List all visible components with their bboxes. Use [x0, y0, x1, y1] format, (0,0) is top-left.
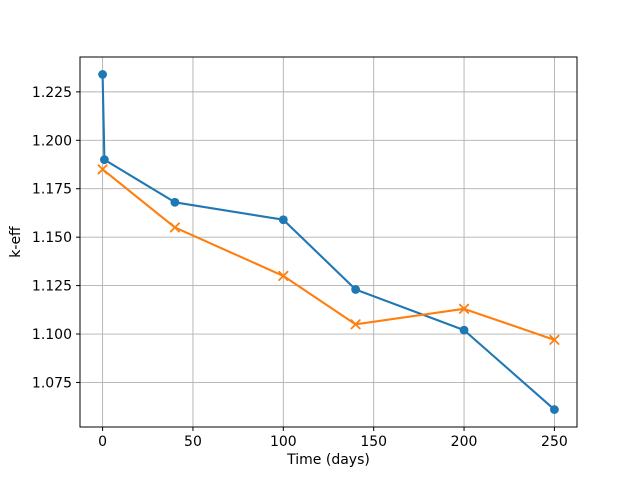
series-1-blue-circles-marker: [550, 405, 559, 414]
series-2-orange-x-marker: [97, 164, 108, 175]
y-tick-label: 1.075: [32, 375, 72, 391]
y-tick-label: 1.175: [32, 182, 72, 198]
series-2-orange-x-marker: [169, 222, 180, 233]
y-tick-label: 1.150: [32, 230, 72, 246]
series-2-orange-x-marker: [278, 270, 289, 282]
x-tick-label: 200: [451, 434, 478, 450]
series-2-orange-x-line: [101, 168, 556, 341]
series-1-blue-circles-marker: [98, 70, 107, 79]
series-2-orange-x-marker: [549, 334, 560, 345]
series-2-orange-x-marker: [350, 319, 361, 330]
y-tick-label: 1.225: [32, 85, 72, 101]
x-axis-label: Time (days): [287, 452, 370, 468]
series-1-blue-circles-marker: [459, 325, 469, 335]
y-tick-label: 1.125: [32, 279, 72, 295]
x-tick-label: 50: [184, 434, 202, 450]
series-2-orange-x-marker: [458, 303, 470, 314]
series-1-blue-circles-marker: [351, 285, 361, 294]
series-1-blue-circles-marker: [170, 197, 180, 207]
y-tick-label: 1.200: [32, 133, 72, 149]
series-1-blue-circles-marker: [99, 155, 109, 165]
series-1-blue-circles-marker: [278, 215, 288, 225]
x-tick-label: 100: [270, 434, 297, 450]
plot-border: [79, 56, 578, 428]
x-tick-label: 0: [98, 434, 107, 450]
y-axis-label: k-eff: [8, 226, 24, 258]
x-tick-label: 250: [541, 434, 568, 450]
plot-background: [80, 57, 577, 427]
y-tick-label: 1.100: [32, 327, 72, 343]
x-tick-label: 150: [360, 434, 387, 450]
